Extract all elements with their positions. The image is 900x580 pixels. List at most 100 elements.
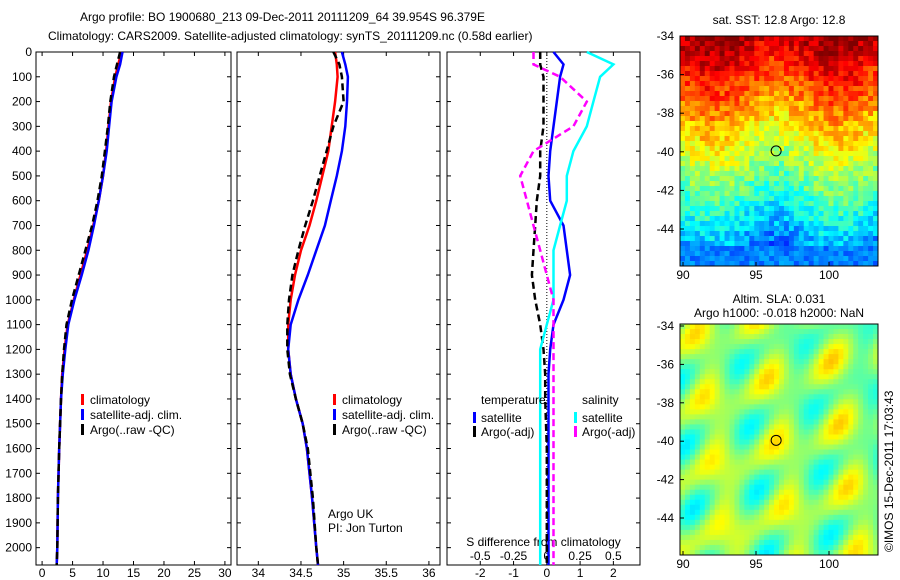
map-cell xyxy=(764,236,770,242)
map-cell xyxy=(828,439,834,445)
map-cell xyxy=(754,339,760,345)
map-cell xyxy=(759,534,765,541)
map-cell xyxy=(798,131,805,137)
map-cell xyxy=(808,101,815,107)
map-cell xyxy=(729,464,735,471)
map-cell xyxy=(680,359,686,365)
map-cell xyxy=(699,524,706,531)
map-cell xyxy=(803,261,810,267)
map-cell xyxy=(764,151,770,157)
map-cell xyxy=(739,236,745,242)
map-cell xyxy=(759,261,765,267)
map-cell xyxy=(779,459,785,466)
map-cell xyxy=(873,474,879,481)
map-cell xyxy=(793,151,800,157)
legend-entry: satellite-adj. clim. xyxy=(342,408,434,422)
y-tick-label: 100 xyxy=(12,70,32,84)
map-cell xyxy=(689,41,696,47)
map-cell xyxy=(793,121,800,127)
map-cell xyxy=(808,534,815,541)
map-cell xyxy=(749,136,755,142)
map-cell xyxy=(684,354,691,360)
map-cell xyxy=(848,379,854,385)
map-cell xyxy=(788,409,795,415)
map-cell xyxy=(744,409,750,415)
y-tick-label: -34 xyxy=(657,29,675,43)
map-cell xyxy=(808,509,815,516)
x-tick-label: 35 xyxy=(337,566,351,580)
map-cell xyxy=(744,76,750,82)
map-cell xyxy=(680,176,686,182)
map-cell xyxy=(769,329,775,335)
map-cell xyxy=(689,186,696,192)
map-cell xyxy=(724,359,730,365)
map-cell xyxy=(808,439,815,445)
map-cell xyxy=(680,414,686,420)
map-cell xyxy=(749,101,755,107)
map-cell xyxy=(744,324,750,330)
map-cell xyxy=(803,161,810,167)
map-cell xyxy=(858,349,864,355)
map-cell xyxy=(739,86,745,92)
map-cell xyxy=(759,384,765,390)
map-cell xyxy=(744,101,750,107)
map-cell xyxy=(704,56,711,62)
map-cell xyxy=(828,324,834,330)
map-cell xyxy=(754,201,760,207)
map-cell xyxy=(793,216,800,222)
map-cell xyxy=(788,349,795,355)
map-cell xyxy=(838,151,844,157)
map-cell xyxy=(704,106,711,112)
map-cell xyxy=(793,409,800,415)
map-cell xyxy=(858,181,864,187)
map-cell xyxy=(843,369,849,375)
map-cell xyxy=(818,354,824,360)
map-cell xyxy=(744,186,750,192)
map-cell xyxy=(833,354,839,360)
map-cell xyxy=(739,36,745,42)
map-cell xyxy=(719,251,725,257)
map-cell xyxy=(694,324,701,330)
map-cell xyxy=(774,216,780,222)
map-cell xyxy=(714,444,720,450)
map-cell xyxy=(759,339,765,345)
map-cell xyxy=(699,156,706,162)
map-cell xyxy=(868,419,874,425)
map-cell xyxy=(868,409,874,415)
map-cell xyxy=(680,71,686,77)
map-cell xyxy=(749,389,755,395)
map-cell xyxy=(694,359,701,365)
map-cell xyxy=(680,96,686,102)
map-cell xyxy=(783,56,790,62)
map-cell xyxy=(783,344,790,350)
map-cell xyxy=(798,91,805,97)
map-cell xyxy=(734,454,740,460)
map-cell xyxy=(868,76,874,82)
map-cell xyxy=(759,449,765,455)
map-cell xyxy=(853,439,859,445)
map-cell xyxy=(754,131,760,137)
map-cell xyxy=(744,419,750,425)
map-cell xyxy=(769,349,775,355)
map-cell xyxy=(684,439,691,445)
map-cell xyxy=(833,71,839,77)
map-cell xyxy=(729,36,735,42)
map-cell xyxy=(808,41,815,47)
map-cell xyxy=(724,494,730,501)
map-cell xyxy=(803,86,810,92)
map-cell xyxy=(719,81,725,87)
map-cell xyxy=(774,126,780,132)
map-cell xyxy=(823,101,829,107)
map-cell xyxy=(709,171,716,177)
map-cell xyxy=(744,216,750,222)
map-cell xyxy=(848,389,854,395)
map-cell xyxy=(764,409,770,415)
map-cell xyxy=(848,226,854,232)
map-cell xyxy=(863,489,869,496)
map-cell xyxy=(684,61,691,67)
map-cell xyxy=(749,76,755,82)
map-cell xyxy=(868,86,874,92)
map-cell xyxy=(853,251,859,257)
map-cell xyxy=(858,339,864,345)
map-cell xyxy=(734,161,740,167)
